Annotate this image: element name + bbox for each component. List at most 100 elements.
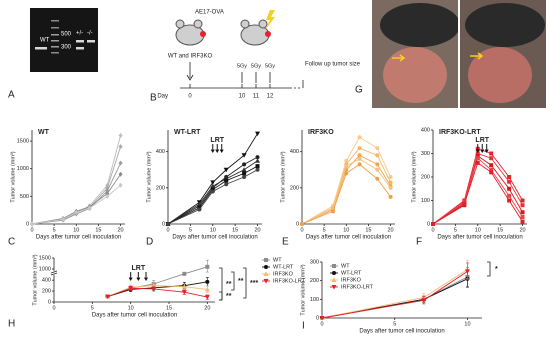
data-point [151,286,157,292]
y-tick-label: 0 [427,221,430,227]
panel-letter: B [150,93,157,104]
lrt-arrow [215,144,220,153]
data-point [331,209,335,214]
series-line [167,133,258,225]
x-tick-label: 20 [118,227,124,233]
y-tick-label: 0 [162,221,165,227]
y-tick-label: 200 [156,185,165,191]
dose-label: 5Gy [265,63,275,69]
data-point [507,198,512,203]
data-point [507,175,512,179]
data-point [242,162,247,167]
y-tick-label: 400 [290,149,299,155]
data-point [181,284,187,289]
data-point [475,151,480,156]
day-number: 12 [267,94,274,100]
legend-marker [331,277,337,282]
axes [167,130,262,225]
series-line [301,163,391,225]
x-tick-label: 5 [91,305,94,311]
lrt-arrow [484,144,489,153]
model-label: AE17-OVA [195,10,224,16]
data-point [375,167,380,172]
legend-marker [264,265,268,269]
data-point [431,222,435,226]
data-point [520,219,525,224]
data-point [475,153,480,158]
x-tick-label: 15 [365,227,371,233]
y-tick-label: 100 [421,198,430,204]
data-point [357,156,362,161]
mouse-icons [175,10,304,89]
data-point [344,171,349,176]
gel-label: +/- [76,31,83,37]
series-line [301,136,391,225]
legend-marker [263,279,269,284]
data-point [182,271,187,276]
x-axis-label: Days after tumor cell inoculation [92,313,177,319]
legend-label: IRF3KO-LRT [341,284,374,290]
data-point [210,180,216,185]
data-point [118,160,123,166]
data-point [105,193,110,199]
panel-letter: A [8,90,15,101]
data-point [74,209,79,215]
panel-letter: D [146,237,153,248]
data-point [118,133,123,139]
legend-marker [264,258,268,262]
significance-bracket [487,261,491,277]
data-point [241,153,247,158]
data-point [357,146,362,151]
data-point [300,222,304,226]
series-line [31,184,121,225]
lrt-arrow [480,144,485,153]
gel-label: 500 [61,32,72,38]
data-point [421,298,427,303]
data-point [388,185,393,190]
y-axis-label: Tumor volume (mm³) [32,254,38,305]
y-tick-label: 200 [290,185,299,191]
data-point [210,183,216,189]
day-number: 0 [188,94,192,100]
x-tick-label: 0 [166,227,169,233]
data-point [118,171,123,177]
y-tick-label: 0 [26,221,29,227]
x-tick-label: 15 [95,227,101,233]
legend-marker [263,271,269,276]
x-tick-label: 10 [464,321,470,327]
lrt-arrow [219,144,224,153]
data-point [375,153,380,158]
x-tick-label: 5 [53,227,56,233]
y-tick-label: 0 [296,221,299,227]
series-line [432,152,523,225]
y-tick-label: 1500 [17,139,29,145]
lrt-arrow [128,272,133,281]
significance-bracket [243,267,247,299]
x-tick-label: 20 [519,227,525,233]
dose-label: 5Gy [251,63,261,69]
legend-label: WT-LRT [341,270,362,276]
significance-label: ** [238,278,244,285]
data-point [388,180,393,185]
follow-up-label: Follow up tumor size [305,62,361,68]
panel-letter: C [8,237,15,248]
lrt-label: LRT [210,137,224,144]
x-tick-label: 20 [254,227,260,233]
legend-marker [331,285,337,290]
x-tick-label: 10 [475,227,481,233]
y-tick-label: 200 [310,278,319,284]
axis-break [51,270,57,275]
data-point [105,191,110,197]
x-tick-label: 5 [189,227,192,233]
lrt-label: LRT [132,265,146,272]
day-number: 10 [239,94,246,100]
y-axis-label: Tumor volume (mm³) [300,264,306,315]
data-point [30,221,34,227]
x-tick-label: 15 [497,227,503,233]
x-axis-label: Days after tumor cell inoculation [359,329,444,335]
gel-bands [35,20,95,54]
legend-label: WT [273,257,282,263]
x-tick-label: 10 [343,227,349,233]
data-point [375,176,380,181]
